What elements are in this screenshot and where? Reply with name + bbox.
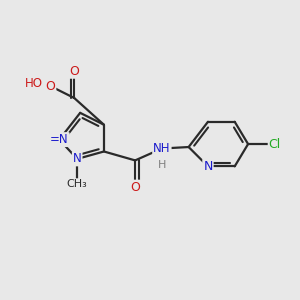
Text: H: H [158, 160, 167, 170]
Text: O: O [69, 65, 79, 78]
Text: N: N [203, 160, 213, 173]
Text: HO: HO [25, 77, 43, 90]
Text: NH: NH [153, 142, 171, 155]
Text: =N: =N [50, 133, 69, 146]
Text: CH₃: CH₃ [67, 179, 88, 189]
Text: O: O [130, 181, 140, 194]
Text: Cl: Cl [269, 138, 281, 151]
Text: O: O [46, 80, 56, 93]
Text: N: N [73, 152, 82, 165]
